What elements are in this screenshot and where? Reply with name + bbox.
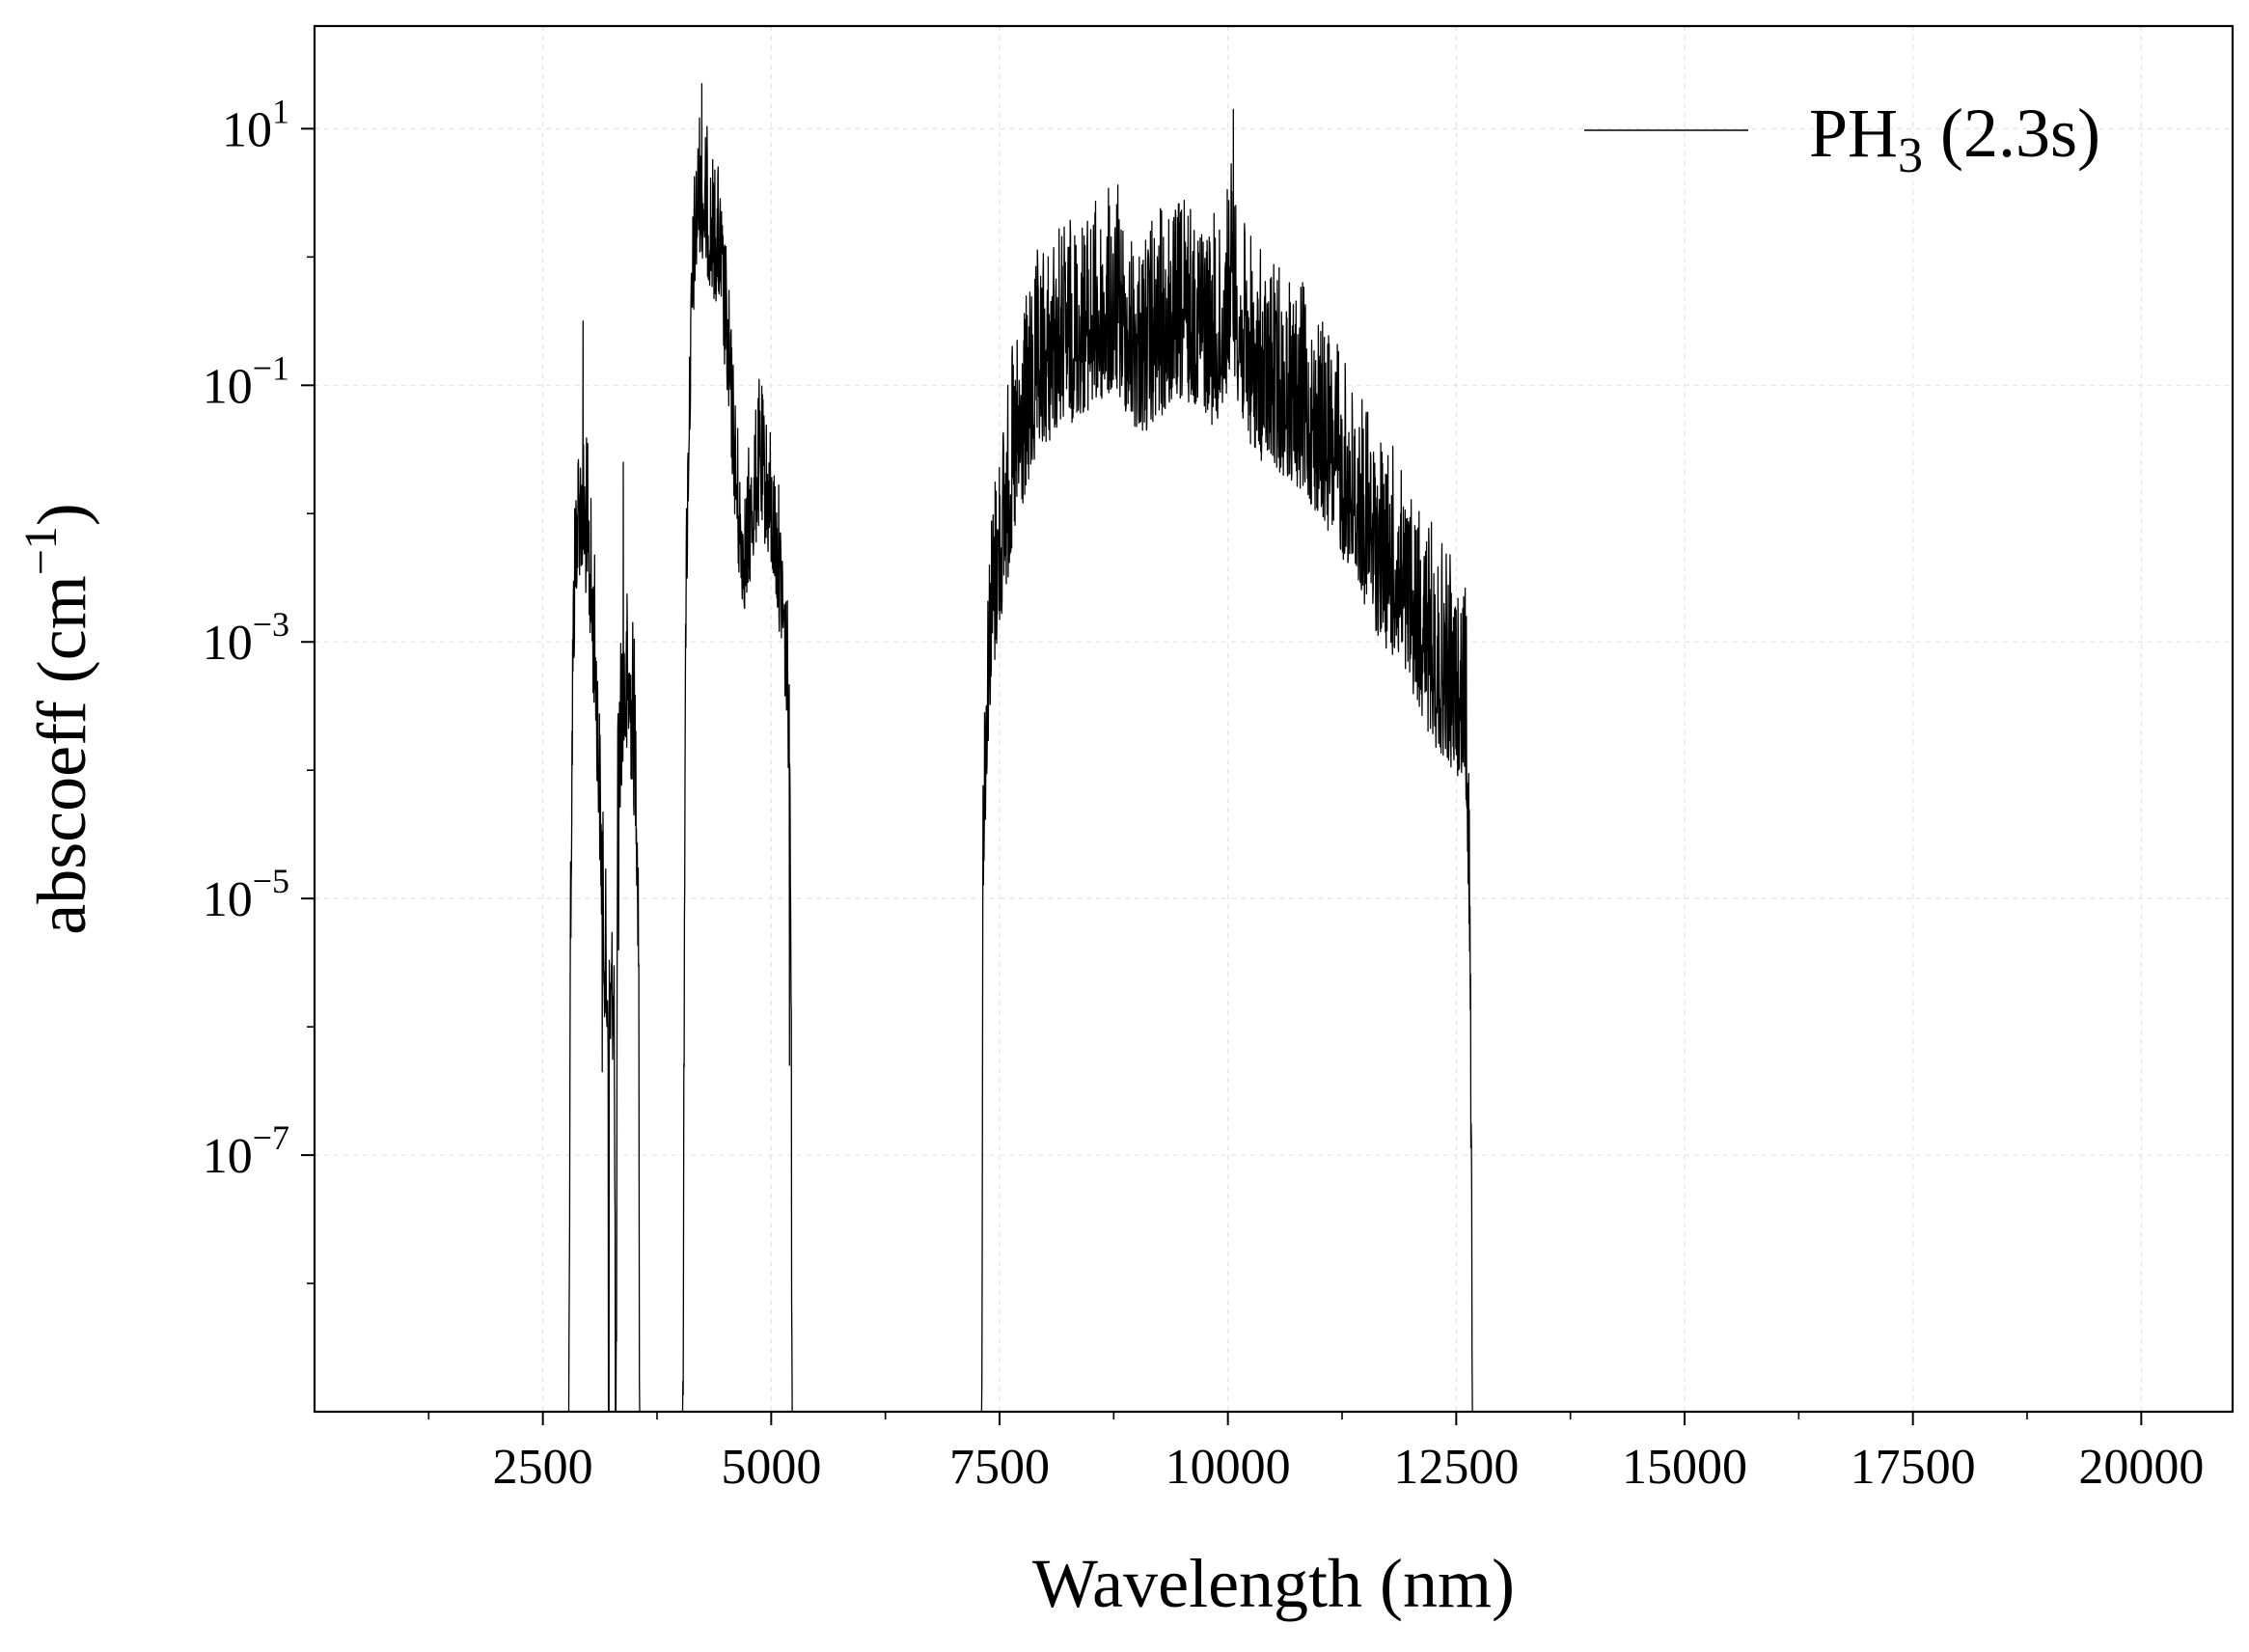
legend-label-suffix: (2.3s) (1923, 95, 2100, 172)
y-tick-label-superscript: −3 (253, 605, 289, 644)
x-tick-label: 15000 (1622, 1440, 1747, 1495)
y-tick-label: 10−7 (203, 1118, 289, 1184)
x-tick-label: 12500 (1393, 1440, 1519, 1495)
legend-label: PH3 (2.3s) (1809, 95, 2100, 183)
x-tick-label: 20000 (2078, 1440, 2204, 1495)
plot-frame (313, 24, 2235, 1414)
y-tick-label: 101 (222, 92, 289, 157)
axis-ticks: 2500 5000 7500 10000 12500 15000 17500 20000101… (203, 92, 2205, 1495)
series-layer (567, 83, 1473, 1413)
spectrum-band-line (980, 108, 1473, 1413)
y-tick-label: 10−5 (203, 862, 289, 927)
spectrum-band-line (567, 320, 617, 1413)
y-axis-title-text: abscoeff (cm (23, 575, 100, 934)
y-tick-label: 10−3 (203, 605, 289, 671)
spectrum-band-line (681, 83, 793, 1413)
y-tick-label-superscript: −5 (253, 862, 289, 900)
spectrum-band-line (615, 461, 641, 1413)
y-tick-label-superscript: 1 (272, 92, 289, 130)
y-axis-title: abscoeff (cm−1) (15, 503, 100, 935)
y-axis-title-superscript: −1 (15, 526, 67, 575)
y-axis-title-suffix: ) (23, 503, 100, 526)
y-tick-label-base: 10 (203, 1129, 253, 1184)
x-tick-label: 2500 (493, 1440, 593, 1495)
y-tick-label-base: 10 (222, 102, 272, 157)
x-tick-label: 7500 (949, 1440, 1050, 1495)
x-tick-label: 17500 (1851, 1440, 1976, 1495)
y-tick-label: 10−1 (203, 348, 289, 414)
legend-label-text: PH (1809, 95, 1898, 172)
y-tick-label-superscript: −1 (253, 348, 289, 387)
legend: PH3 (2.3s) (1584, 95, 2100, 183)
y-tick-label-superscript: −7 (253, 1118, 289, 1157)
y-tick-label-base: 10 (203, 359, 253, 414)
x-tick-label: 5000 (721, 1440, 821, 1495)
x-axis-title: Wavelength (nm) (1032, 1545, 1515, 1622)
legend-label-subscript: 3 (1898, 128, 1923, 183)
y-tick-label-base: 10 (203, 872, 253, 927)
y-tick-label-base: 10 (203, 616, 253, 671)
x-tick-label: 10000 (1166, 1440, 1291, 1495)
